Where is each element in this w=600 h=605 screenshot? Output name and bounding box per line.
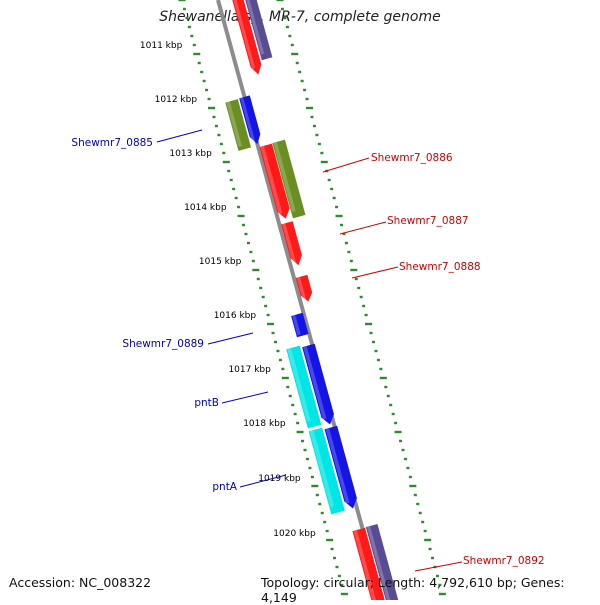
gene-feature[interactable] [243,0,273,61]
gene-block [291,312,309,338]
gene-pnta-b[interactable] [324,425,360,510]
gene-block [225,99,252,151]
gene-pnta[interactable] [308,427,345,515]
gene-highlight [296,276,307,301]
genome-backbone [216,0,384,600]
gene-pntb[interactable] [286,345,322,429]
gene-shewmr7-0892-b[interactable] [365,523,401,600]
gene-arrow [239,95,261,145]
gene-label[interactable]: Shewmr7_0889 [122,338,204,350]
kbp-label: 1011 kbp [140,41,183,51]
label-leader-line [207,332,254,345]
gene-highlight [244,0,265,55]
gene-highlight [309,430,335,508]
label-leader-line [351,266,399,279]
gene-arrow [259,143,290,219]
label-leader-line [221,391,269,404]
gene-shewmr7-0888[interactable] [295,274,314,303]
label-leader-line [239,474,287,488]
map-title: Shewanella sp. MR-7, complete genome [159,9,441,25]
gene-pntb-b[interactable] [302,343,336,427]
label-leader-line [339,221,387,235]
kbp-label: 1019 kbp [258,474,301,484]
label-leader-line [156,129,203,143]
gene-shewmr7-0887[interactable] [281,221,304,267]
gene-block [243,0,273,61]
kbp-label: 1018 kbp [243,419,286,429]
gene-label[interactable]: Shewmr7_0885 [71,137,153,149]
label-leader-line [414,561,463,572]
gene-highlight [282,223,296,264]
gene-highlight [325,427,350,504]
gene-highlight [366,525,391,600]
gene-shewmr7-0892[interactable] [352,527,387,600]
kbp-label: 1017 kbp [228,365,271,375]
gene-arrow [295,274,313,302]
gene-block [286,345,322,429]
gene-block [352,527,387,600]
gene-block [308,427,345,515]
gene-highlight [260,145,283,215]
gene-shewmr7-0886[interactable] [259,143,292,221]
kbp-label: 1014 kbp [184,203,227,213]
kbp-label: 1012 kbp [155,95,198,105]
gene-highlight [353,529,377,600]
gene-block [272,139,306,219]
topology-text: Topology: circular; Length: 4,792,610 bp… [261,575,565,605]
kbp-label: 1016 kbp [214,311,257,321]
gene-shewmr7-0886-b[interactable] [272,139,306,219]
gene-arrow [281,221,302,266]
gene-highlight [240,97,255,142]
gene-shewmr7-0889[interactable] [291,312,309,338]
gene-shewmr7-0885-b[interactable] [239,95,263,145]
accession-text: Accession: NC_008322 [9,575,152,590]
gene-label[interactable]: pntB [194,397,219,409]
gene-label[interactable]: pntA [212,481,237,493]
gene-label[interactable]: Shewmr7_0887 [387,215,469,227]
gene-highlight [292,314,301,336]
gene-label[interactable]: Shewmr7_0892 [463,555,545,567]
kbp-label: 1013 kbp [169,149,212,159]
gene-highlight [231,0,256,70]
kbp-label: 1015 kbp [199,257,242,267]
kbp-label: 1020 kbp [273,529,316,539]
gene-highlight [303,345,327,420]
gene-shewmr7-0885[interactable] [225,99,252,151]
gene-feature[interactable] [230,0,263,76]
gene-highlight [287,347,311,422]
gene-arrow [230,0,262,75]
gene-arrow [302,343,334,425]
gene-label[interactable]: Shewmr7_0886 [371,152,453,164]
gene-highlight [226,101,242,147]
gene-highlight [273,141,296,213]
gene-arrow [324,425,357,509]
gene-block [365,523,401,600]
label-leader-line [322,157,370,173]
gene-label[interactable]: Shewmr7_0888 [399,261,481,273]
